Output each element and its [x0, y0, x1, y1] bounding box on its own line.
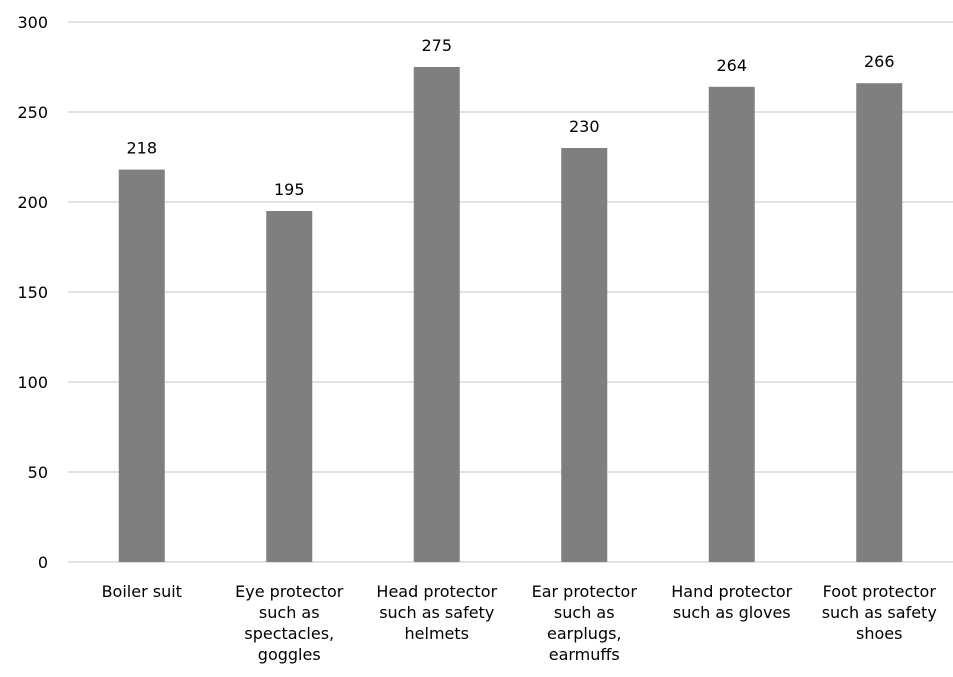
category-label-line: Ear protector [532, 582, 638, 601]
category-label: Eye protector such as spectacles, goggles [235, 582, 344, 664]
gridlines [68, 21, 953, 563]
data-label: 266 [864, 52, 895, 71]
category-label-line: such as gloves [673, 603, 791, 622]
category-label: Head protector such as safety helmets [376, 582, 497, 643]
bar [708, 86, 755, 563]
bar [118, 169, 165, 562]
category-label-line: Eye protector [235, 582, 344, 601]
y-axis-tick-labels: 0 50 100 150 200 250 300 [17, 13, 48, 572]
category-label-line: goggles [258, 645, 321, 664]
data-label: 275 [421, 36, 452, 55]
y-tick-label: 150 [17, 283, 48, 302]
category-label-line: such as safety [822, 603, 937, 622]
data-label: 230 [569, 117, 600, 136]
x-axis-category-labels: Boiler suit Eye protector such as spectacle… [102, 582, 937, 664]
category-label: Boiler suit [102, 582, 182, 601]
category-label: Hand protector such as gloves [671, 582, 792, 622]
category-label-line: Foot protector [823, 582, 937, 601]
category-label-line: Boiler suit [102, 582, 182, 601]
bars [118, 67, 903, 563]
category-label: Foot protector such as safety shoes [822, 582, 937, 643]
category-label-line: earmuffs [549, 645, 620, 664]
y-tick-label: 100 [17, 373, 48, 392]
category-label-line: helmets [405, 624, 469, 643]
category-label-line: such as safety [379, 603, 494, 622]
category-label-line: such as [259, 603, 320, 622]
bar [856, 83, 903, 562]
data-label: 195 [274, 180, 305, 199]
data-label: 264 [716, 56, 747, 75]
category-label-line: Hand protector [671, 582, 792, 601]
y-tick-label: 250 [17, 103, 48, 122]
category-label: Ear protector such as earplugs, earmuffs [532, 582, 638, 664]
y-tick-label: 300 [17, 13, 48, 32]
y-tick-label: 0 [38, 553, 48, 572]
y-tick-label: 200 [17, 193, 48, 212]
category-label-line: spectacles, [244, 624, 334, 643]
data-labels: 218 195 275 230 264 266 [126, 36, 894, 199]
category-label-line: shoes [856, 624, 902, 643]
bar [413, 67, 460, 562]
data-label: 218 [126, 139, 157, 158]
bar [266, 211, 313, 562]
y-tick-label: 50 [28, 463, 48, 482]
category-label-line: Head protector [376, 582, 497, 601]
category-label-line: earplugs, [547, 624, 622, 643]
bar [561, 148, 608, 562]
category-label-line: such as [554, 603, 615, 622]
